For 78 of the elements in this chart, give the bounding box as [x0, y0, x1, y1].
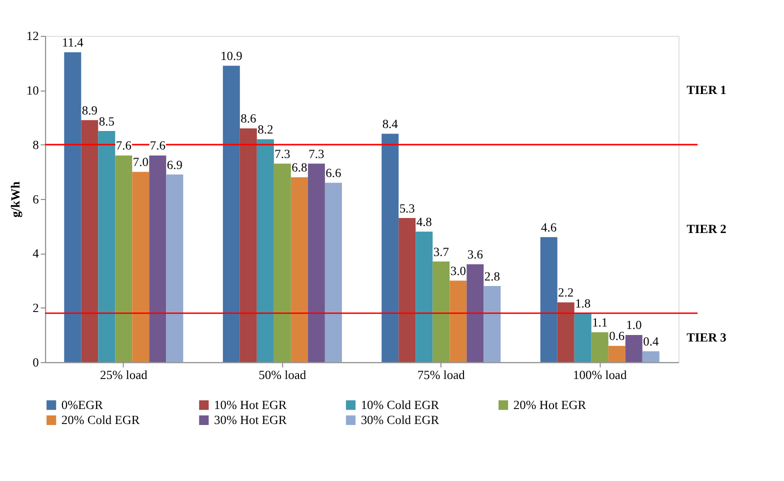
- data-label: 0.6: [609, 329, 625, 344]
- bar: [274, 164, 291, 362]
- data-label: 3.7: [433, 244, 449, 259]
- y-tick-label: 6: [32, 192, 39, 206]
- y-tick-label: 2: [32, 301, 39, 316]
- data-label: 8.5: [98, 114, 114, 128]
- bar: [484, 286, 501, 362]
- legend-label: 30% Cold EGR: [360, 413, 440, 428]
- bar: [166, 174, 184, 362]
- bar: [64, 52, 82, 362]
- data-label: 11.4: [62, 35, 84, 50]
- legend-label: 20% Hot EGR: [513, 398, 587, 412]
- data-label: 4.6: [541, 220, 557, 234]
- text: TIER 3: [686, 330, 726, 345]
- y-tick-label: 8: [32, 138, 39, 152]
- x-tick-label: 25% load: [100, 368, 148, 382]
- legend-label: 10% Cold EGR: [360, 398, 440, 412]
- data-label: 2.8: [484, 269, 500, 284]
- data-label: 1.0: [626, 318, 642, 332]
- x-tick-label: 100% load: [573, 368, 628, 382]
- data-label: 8.9: [82, 103, 98, 118]
- bar: [574, 313, 592, 362]
- bar: [132, 172, 150, 362]
- bar: [540, 237, 558, 362]
- bar: [625, 334, 642, 362]
- bar: [591, 332, 608, 362]
- bar: [98, 131, 116, 362]
- bar: [432, 262, 450, 362]
- bar: [642, 351, 660, 362]
- data-label: 1.8: [575, 296, 591, 310]
- bar: [450, 280, 467, 362]
- x-tick-label: 75% load: [417, 368, 466, 382]
- data-label: 3.0: [450, 264, 466, 278]
- y-tick-label: 0: [32, 355, 39, 370]
- data-label: 10.9: [220, 49, 242, 64]
- data-label: 6.8: [292, 160, 308, 174]
- data-label: 1.1: [592, 315, 608, 330]
- data-label: 7.6: [150, 138, 166, 153]
- bar: [382, 134, 399, 362]
- bar: [608, 346, 626, 362]
- data-label: 3.6: [467, 248, 483, 262]
- bar: [222, 66, 240, 362]
- bar: [557, 302, 574, 362]
- bar: [308, 164, 325, 362]
- bar: [416, 232, 433, 362]
- legend-label: 20% Cold EGR: [61, 413, 140, 428]
- data-label: 2.2: [558, 286, 574, 300]
- y-tick-label: 4: [32, 246, 40, 261]
- y-tick-label: 12: [26, 29, 39, 44]
- legend-label: 10% Hot EGR: [214, 398, 288, 412]
- legend-label: 0%EGR: [61, 398, 104, 412]
- text: TIER 2: [686, 222, 726, 236]
- data-label: 7.6: [116, 138, 132, 153]
- legend-label: 30% Hot EGR: [214, 413, 288, 428]
- data-label: 5.3: [399, 201, 415, 216]
- bar: [149, 156, 166, 362]
- bar: [115, 156, 132, 362]
- bar: [81, 120, 98, 362]
- data-label: 0.4: [643, 334, 660, 349]
- bar: [240, 128, 257, 362]
- x-tick-label: 50% load: [258, 368, 307, 382]
- data-label: 6.6: [326, 166, 342, 180]
- data-label: 7.3: [308, 146, 324, 161]
- text: TIER 1: [686, 83, 726, 98]
- data-label: 8.2: [258, 122, 274, 136]
- data-label: 4.8: [416, 214, 432, 229]
- bar: [398, 218, 416, 362]
- bar: [324, 182, 342, 362]
- data-label: 8.4: [382, 117, 399, 131]
- bar: [290, 177, 308, 362]
- bar: [466, 264, 484, 362]
- data-label: 7.0: [132, 155, 148, 170]
- y-tick-label: 10: [26, 84, 39, 98]
- data-label: 6.9: [166, 158, 182, 172]
- bar: [256, 139, 274, 362]
- data-label: 8.6: [240, 112, 256, 126]
- data-label: 7.3: [274, 146, 290, 161]
- y-axis-title: g/kWh: [8, 181, 23, 218]
